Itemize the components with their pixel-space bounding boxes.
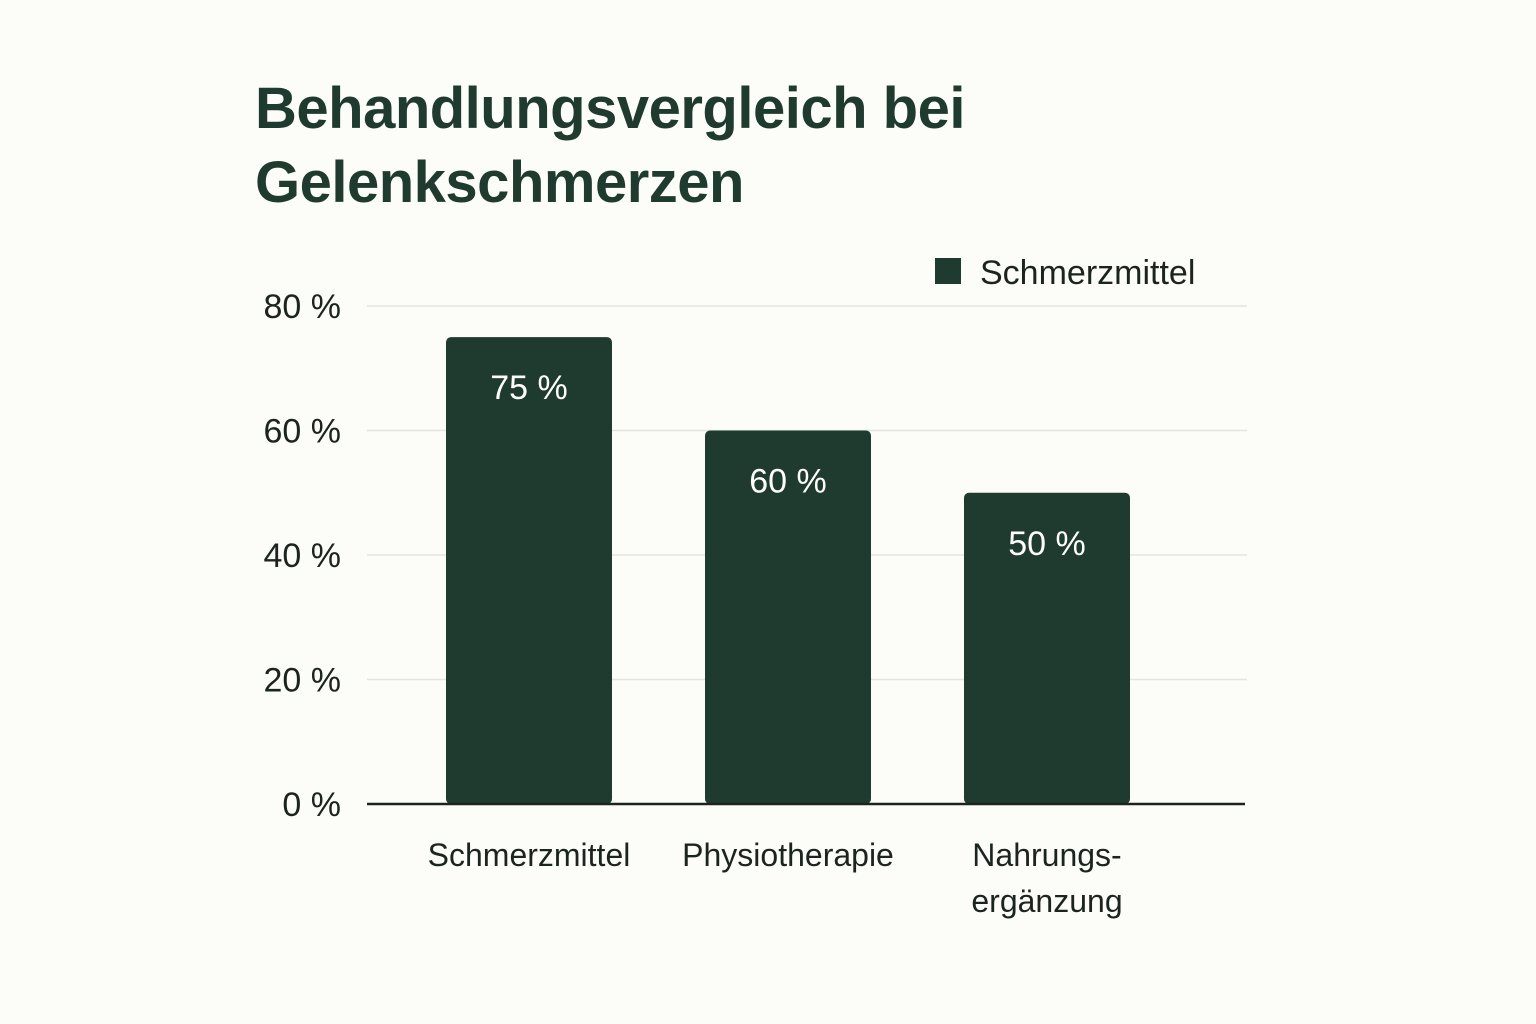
y-tick-label: 20 % [264, 662, 342, 700]
data-label: 75 % [490, 369, 568, 407]
chart-title: Behandlungsvergleich bei Gelenkschmerzen [255, 72, 1255, 220]
x-tick-label: Physiotherapie [682, 837, 894, 873]
legend-label: Schmerzmittel [980, 254, 1195, 292]
data-label: 60 % [749, 463, 827, 501]
chart-title-line-2: Gelenkschmerzen [255, 150, 744, 215]
y-tick-label: 60 % [264, 413, 342, 451]
data-label: 50 % [1008, 525, 1086, 563]
y-tick-label: 0 % [282, 786, 341, 824]
bar [446, 337, 612, 804]
y-tick-label: 40 % [264, 537, 342, 575]
y-tick-label: 80 % [264, 288, 342, 326]
x-tick-label: Nahrungs- [972, 837, 1121, 873]
x-tick-label: ergänzung [971, 883, 1122, 919]
bar [705, 430, 871, 804]
x-tick-label: Schmerzmittel [428, 837, 631, 873]
chart-title-line-1: Behandlungsvergleich bei [255, 76, 965, 141]
bar [964, 492, 1130, 804]
legend-swatch [935, 258, 961, 284]
